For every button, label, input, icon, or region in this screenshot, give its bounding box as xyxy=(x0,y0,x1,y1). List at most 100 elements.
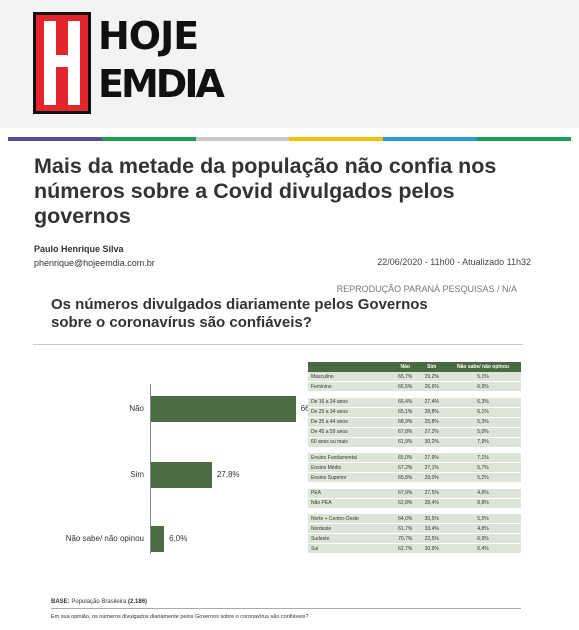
logo-line-1[interactable]: HOJE xyxy=(98,14,199,58)
table-cell: 5,2% xyxy=(444,472,521,483)
color-stripe xyxy=(195,137,290,141)
table-cell: 28,8% xyxy=(418,407,445,418)
table-cell: 6,9% xyxy=(444,381,521,392)
table-cell: 33,4% xyxy=(418,523,445,534)
table-row-label: Não PEA xyxy=(308,498,392,509)
author-name[interactable]: Paulo Henrique Silva xyxy=(34,244,124,254)
table-cell: 6,4% xyxy=(444,543,521,554)
table-header-cell: Sim xyxy=(418,362,445,372)
table-cell: 7,9% xyxy=(444,437,521,448)
bar-value-label: 6,0% xyxy=(169,534,188,543)
table-row: De 35 a 44 anos 68,9% 25,8% 5,3% xyxy=(308,417,521,428)
table-cell: 28,4% xyxy=(418,498,445,509)
table-row: Feminino 66,5% 26,6% 6,9% xyxy=(308,381,521,392)
table-cell: 6,9% xyxy=(444,533,521,544)
table-row-label: 60 anos ou mais xyxy=(308,437,392,448)
table-cell: 30,2% xyxy=(418,437,445,448)
color-stripes xyxy=(8,137,571,141)
table-cell: 27,5% xyxy=(418,488,445,499)
bar-value-label: 27,8% xyxy=(216,470,240,479)
chart-axis xyxy=(150,384,151,554)
site-header: HOJE EMDIA xyxy=(0,0,579,128)
table-cell: 64,0% xyxy=(392,514,419,524)
table-row: De 25 a 34 anos 65,1% 28,8% 6,1% xyxy=(308,407,521,418)
table-cell: 5,3% xyxy=(444,417,521,428)
table-cell: 30,5% xyxy=(418,514,445,524)
logo-h-icon[interactable] xyxy=(33,12,91,114)
bar-category-label: Sim xyxy=(130,470,144,479)
table-row-label: Norte + Centro-Oeste xyxy=(308,514,392,524)
table-cell: 5,7% xyxy=(444,462,521,473)
base-note: BASE: População Brasileira (2.186) xyxy=(51,599,147,605)
logo-line-2[interactable]: EMDIA xyxy=(98,62,225,106)
table-cell: 68,9% xyxy=(392,417,419,428)
table-cell: 5,0% xyxy=(444,427,521,438)
table-cell: 22,5% xyxy=(418,533,445,544)
table-cell: 27,2% xyxy=(418,427,445,438)
color-stripe xyxy=(289,137,384,141)
bar-category-label: Não xyxy=(129,404,144,413)
table-row-label: Sul xyxy=(308,543,392,554)
table-cell: 65,0% xyxy=(392,453,419,463)
table-row: Não PEA 62,8% 28,4% 8,8% xyxy=(308,498,521,509)
table-row: PEA 67,9% 27,5% 4,6% xyxy=(308,488,521,499)
title-divider xyxy=(33,344,523,345)
bar xyxy=(151,462,212,488)
table-row-label: De 35 a 44 anos xyxy=(308,417,392,428)
table-header-cell: Não sabe/ não opinou xyxy=(444,362,521,372)
base-label: BASE: xyxy=(51,599,70,605)
color-stripe xyxy=(477,137,571,141)
table-cell: 29,0% xyxy=(418,472,445,483)
table-cell: 5,1% xyxy=(444,372,521,382)
table-row-label: De 45 a 59 anos xyxy=(308,427,392,438)
table-spacer xyxy=(308,508,521,514)
table-spacer xyxy=(308,447,521,453)
table-cell: 66,4% xyxy=(392,397,419,408)
table-row-label: De 25 a 34 anos xyxy=(308,407,392,418)
table-row-label: Masculino xyxy=(308,372,392,382)
article-title: Mais da metade da população não confia n… xyxy=(34,154,497,228)
breakdown-table: Não Sim Não sabe/ não opinou Masculino 65,7… xyxy=(308,362,521,554)
table-cell: 27,1% xyxy=(418,462,445,473)
table-cell: 62,8% xyxy=(392,498,419,509)
table-header-cell: Não xyxy=(392,362,419,372)
table-cell: 4,6% xyxy=(444,488,521,499)
table-row: Sudeste 70,7% 22,5% 6,9% xyxy=(308,533,521,544)
table-cell: 26,6% xyxy=(418,381,445,392)
table-row-label: Ensino Médio xyxy=(308,462,392,473)
table-row-label: De 16 a 24 anos xyxy=(308,397,392,408)
color-stripe xyxy=(8,137,102,141)
table-cell: 4,8% xyxy=(444,523,521,534)
table-spacer xyxy=(308,482,521,489)
base-n: (2.186) xyxy=(128,599,148,605)
table-row: De 45 a 59 anos 67,8% 27,2% 5,0% xyxy=(308,427,521,438)
table-cell: 29,2% xyxy=(418,372,445,382)
table-cell: 7,1% xyxy=(444,453,521,463)
table-cell: 8,8% xyxy=(444,498,521,509)
base-text: População Brasileira xyxy=(71,599,127,605)
author-email[interactable]: phenrique@hojeemdia.com.br xyxy=(34,258,155,268)
table-cell: 27,9% xyxy=(418,453,445,463)
table-row: 60 anos ou mais 61,9% 30,2% 7,9% xyxy=(308,437,521,448)
publish-date: 22/06/2020 - 11h00 - Atualizado 11h32 xyxy=(377,257,531,267)
table-row-label: Ensino Superior xyxy=(308,472,392,483)
image-credit: REPRODUÇÃO PARANÁ PESQUISAS / N/A xyxy=(336,284,517,294)
table-row: Ensino Superior 65,8% 29,0% 5,2% xyxy=(308,472,521,483)
bar xyxy=(151,526,165,552)
table-row-label: PEA xyxy=(308,488,392,499)
table-row: De 16 a 24 anos 66,4% 27,4% 6,3% xyxy=(308,397,521,408)
infographic-title: Os números divulgados diariamente pelos … xyxy=(51,296,428,331)
table-cell: 6,3% xyxy=(444,397,521,408)
table-cell: 30,9% xyxy=(418,543,445,554)
table-cell: 67,9% xyxy=(392,488,419,499)
table-cell: 27,4% xyxy=(418,397,445,408)
table-header-row: Não Sim Não sabe/ não opinou xyxy=(308,362,521,372)
bottom-divider xyxy=(51,608,521,609)
color-stripe xyxy=(101,137,196,141)
table-cell: 67,2% xyxy=(392,462,419,473)
table-cell: 25,8% xyxy=(418,417,445,428)
bar-category-label: Não sabe/ não opinou xyxy=(65,534,144,543)
table-cell: 61,9% xyxy=(392,437,419,448)
table-cell: 61,7% xyxy=(392,523,419,534)
table-cell: 66,5% xyxy=(392,381,419,392)
